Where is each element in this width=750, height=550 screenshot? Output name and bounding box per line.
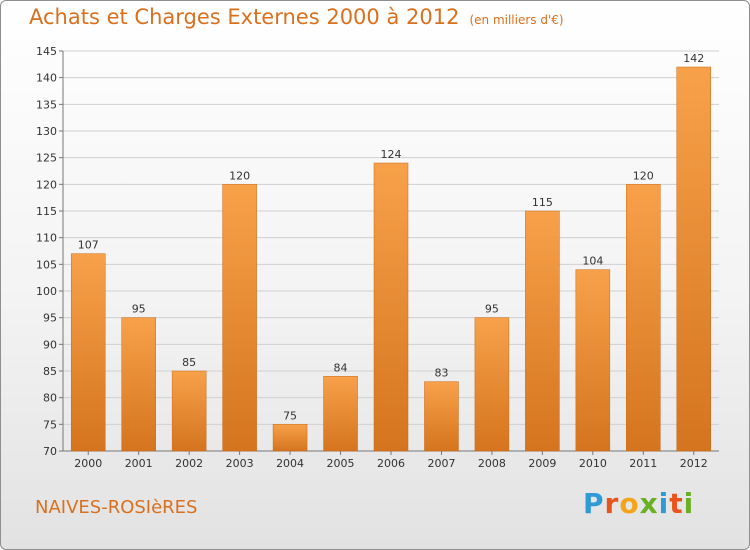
town-name: NAIVES-ROSIèRES	[35, 497, 198, 518]
logo-letter: P	[583, 487, 605, 520]
bar-2011	[626, 184, 661, 452]
bar-2002	[171, 370, 207, 452]
value-label-2012: 142	[683, 52, 704, 65]
y-tick-labels: 70 75 80 85 90 95 100 105 110 115 120 125 130 135 140 1…	[36, 45, 57, 458]
bar-2008	[474, 317, 510, 452]
x-tick-label-2012: 2012	[680, 457, 708, 470]
x-tick-label-2004: 2004	[276, 457, 304, 470]
y-tick-label: 130	[36, 125, 57, 138]
bar-2010	[575, 269, 611, 452]
value-label-2000: 107	[78, 239, 99, 252]
bar-2000	[70, 253, 106, 452]
x-tick-label-2000: 2000	[74, 457, 102, 470]
y-tick-label: 100	[36, 285, 57, 298]
y-tick-label: 95	[43, 312, 57, 325]
x-tick-labels: 2000 2001 2002 2003 2004 2005 2006 2007 2008 2009…	[74, 457, 708, 470]
y-tick-label: 110	[36, 232, 57, 245]
logo-letter: r	[604, 487, 620, 520]
value-label-2003: 120	[229, 169, 250, 182]
value-label-2005: 84	[334, 361, 348, 374]
y-tick-label: 125	[36, 152, 57, 165]
bar-2004	[272, 424, 308, 452]
logo-letter: o	[619, 487, 640, 520]
y-tick-label: 85	[43, 365, 57, 378]
x-tick-label-2002: 2002	[175, 457, 203, 470]
y-tick-label: 145	[36, 45, 57, 58]
logo-letter: t	[669, 487, 684, 520]
x-tick-label-2009: 2009	[528, 457, 556, 470]
logo-letter: x	[639, 487, 659, 520]
bar-2003	[222, 184, 257, 452]
value-label-2002: 85	[182, 356, 196, 369]
y-tick-label: 105	[36, 258, 57, 271]
bar-2012	[676, 66, 712, 452]
bars	[70, 66, 712, 452]
y-tick-label: 80	[43, 392, 57, 405]
x-tick-label-2001: 2001	[125, 457, 153, 470]
value-label-2006: 124	[381, 148, 402, 161]
y-tick-label: 120	[36, 178, 57, 191]
y-tick-label: 75	[43, 418, 57, 431]
value-label-2004: 75	[283, 409, 297, 422]
y-tick-label: 70	[43, 445, 57, 458]
value-label-2011: 120	[633, 169, 654, 182]
x-tick-label-2007: 2007	[427, 457, 455, 470]
y-tick-label: 140	[36, 72, 57, 85]
bar-2006	[373, 162, 409, 452]
logo-letter: i	[683, 487, 695, 520]
value-label-2008: 95	[485, 303, 499, 316]
y-tick-label: 115	[36, 205, 57, 218]
value-label-2001: 95	[132, 303, 146, 316]
value-label-2007: 83	[434, 367, 448, 380]
y-tick-label: 90	[43, 338, 57, 351]
value-labels: 107 95 85 120 75 84 124 83 95 115 104 120 142	[78, 52, 705, 422]
y-tick-label: 135	[36, 98, 57, 111]
logo-letter: i	[658, 487, 670, 520]
x-tick-label-2010: 2010	[579, 457, 607, 470]
bar-2005	[323, 376, 358, 452]
x-tick-label-2006: 2006	[377, 457, 405, 470]
x-tick-label-2011: 2011	[629, 457, 657, 470]
bar-2009	[525, 210, 560, 452]
x-tick-label-2008: 2008	[478, 457, 506, 470]
chart-title-text: Achats et Charges Externes 2000 à 2012	[29, 5, 460, 29]
chart-title: Achats et Charges Externes 2000 à 2012 (e…	[29, 5, 564, 29]
value-label-2010: 104	[582, 255, 603, 268]
chart-unit-note: (en milliers d'€)	[469, 13, 564, 27]
bar-2007	[424, 381, 459, 452]
x-tick-label-2005: 2005	[327, 457, 355, 470]
x-tick-label-2003: 2003	[226, 457, 254, 470]
bar-2001	[121, 317, 156, 452]
proxiti-logo: Proxiti	[583, 487, 694, 520]
value-label-2009: 115	[532, 196, 553, 209]
